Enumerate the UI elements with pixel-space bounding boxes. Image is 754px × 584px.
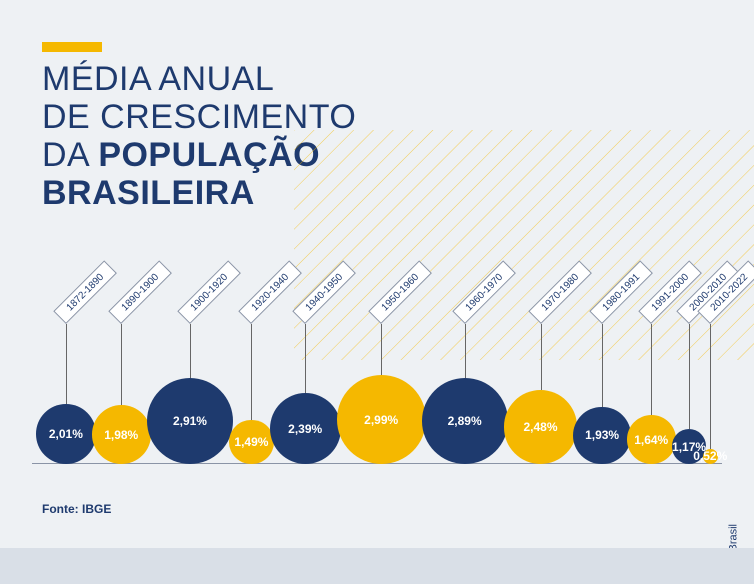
bubble-1991-2000: 1,64%	[627, 415, 676, 464]
title-line-1: MÉDIA ANUAL	[42, 60, 274, 98]
period-tag: 1940-1950	[292, 260, 356, 324]
stem	[541, 324, 542, 390]
bubble-value: 0,52%	[693, 449, 727, 463]
period-tag: 1960-1970	[452, 260, 516, 324]
stem	[602, 324, 603, 407]
bubble-1980-1991: 1,93%	[573, 407, 630, 464]
period-tag: 1950-1960	[368, 260, 432, 324]
bubble-value: 2,48%	[523, 420, 557, 434]
period-tag: 1920-1940	[239, 260, 303, 324]
growth-bubble-chart: 2,01% 1872-1890 1,98% 1890-1900 2,91% 1900-19…	[0, 204, 754, 464]
bubble-1950-1960: 2,99%	[337, 375, 426, 464]
stem	[121, 324, 122, 405]
stem	[465, 324, 466, 378]
bubble-value: 1,49%	[234, 435, 268, 449]
title-line-3-pre: DA	[42, 136, 98, 174]
bubble-value: 2,89%	[448, 414, 482, 428]
accent-bar	[42, 42, 102, 52]
period-tag: 1900-1920	[177, 260, 241, 324]
source-label: Fonte: IBGE	[42, 502, 111, 516]
bubble-value: 1,93%	[585, 428, 619, 442]
bubble-1890-1900: 1,98%	[92, 405, 151, 464]
page-title: MÉDIA ANUAL DE CRESCIMENTO DA POPULAÇÃO …	[42, 60, 356, 212]
period-tag: 1890-1900	[108, 260, 172, 324]
bubble-1940-1950: 2,39%	[270, 393, 341, 464]
bubble-2010-2022: 0,52%	[703, 449, 718, 464]
stem	[251, 324, 252, 420]
stem	[66, 324, 67, 404]
bubble-1970-1980: 2,48%	[504, 390, 578, 464]
stem	[710, 324, 711, 449]
bubble-value: 2,39%	[288, 422, 322, 436]
bubble-1900-1920: 2,91%	[147, 378, 233, 464]
period-tag: 1872-1890	[53, 260, 117, 324]
bubble-value: 1,98%	[104, 428, 138, 442]
stem	[381, 324, 382, 375]
stem	[190, 324, 191, 378]
stem	[689, 324, 690, 429]
bubble-value: 2,99%	[364, 413, 398, 427]
bubble-value: 2,91%	[173, 414, 207, 428]
title-line-3-bold: POPULAÇÃO	[98, 136, 320, 174]
title-line-2: DE CRESCIMENTO	[42, 98, 356, 136]
period-tag: 1970-1980	[528, 260, 592, 324]
bubble-1872-1890: 2,01%	[36, 404, 96, 464]
stem	[305, 324, 306, 393]
bubble-1960-1970: 2,89%	[422, 378, 508, 464]
bubble-value: 2,01%	[49, 427, 83, 441]
bubble-1920-1940: 1,49%	[229, 420, 273, 464]
stem	[651, 324, 652, 415]
bubble-value: 1,64%	[634, 433, 668, 447]
footer-stripe	[0, 548, 754, 584]
